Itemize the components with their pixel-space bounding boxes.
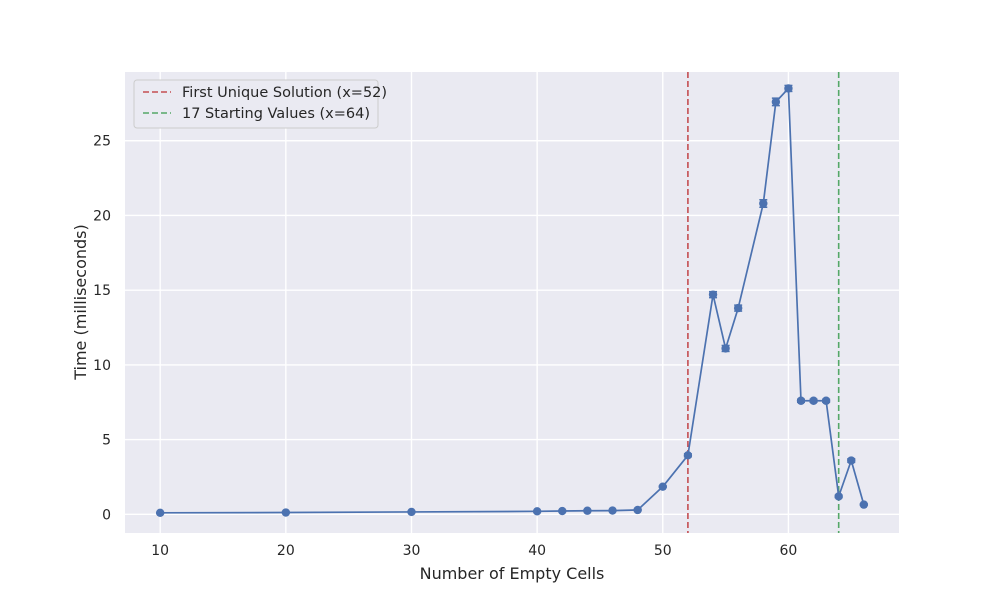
y-tick-label: 0	[102, 507, 111, 523]
data-point	[683, 451, 693, 460]
data-point	[847, 456, 856, 465]
data-point	[784, 84, 793, 93]
data-point	[759, 199, 768, 208]
y-tick-label: 20	[93, 208, 111, 224]
y-tick-label: 15	[93, 283, 111, 299]
data-point	[821, 396, 831, 405]
legend-box	[133, 79, 379, 129]
y-axis-label: Time (milliseconds)	[71, 224, 90, 381]
series-group	[155, 84, 869, 518]
x-tick-label: 20	[277, 543, 295, 559]
x-axis-label: Number of Empty Cells	[420, 564, 605, 583]
legend-label-first-unique: First Unique Solution (x=52)	[182, 85, 387, 101]
data-point	[721, 344, 730, 353]
data-point	[558, 506, 567, 516]
y-tick-label: 5	[102, 433, 111, 449]
x-tick-label: 50	[654, 543, 672, 559]
data-point	[809, 396, 818, 405]
grid	[125, 72, 899, 533]
data-point	[859, 500, 869, 509]
data-point	[155, 508, 165, 518]
data-point	[733, 303, 743, 313]
y-tick-label: 25	[93, 134, 111, 150]
x-tick-label: 30	[403, 543, 421, 559]
data-point	[771, 97, 781, 107]
data-point	[708, 290, 718, 299]
y-axis-ticks: 0 5 10 15 20 25	[93, 134, 111, 524]
data-point	[658, 482, 667, 491]
reference-lines	[687, 72, 840, 533]
data-point	[583, 506, 592, 515]
data-point	[796, 396, 806, 405]
data-point	[633, 505, 642, 515]
data-point	[608, 506, 617, 515]
y-tick-label: 10	[93, 358, 111, 374]
data-point	[532, 507, 542, 516]
x-tick-label: 40	[528, 543, 546, 559]
series-line	[160, 87, 865, 514]
data-point	[407, 507, 416, 517]
legend: First Unique Solution (x=52) 17 Starting…	[133, 79, 387, 129]
x-tick-label: 60	[780, 543, 798, 559]
data-point	[281, 508, 291, 517]
x-axis-ticks: 10 20 30 40 50 60	[151, 543, 797, 559]
data-point	[834, 492, 843, 501]
x-tick-label: 10	[151, 543, 169, 559]
legend-label-starting-values: 17 Starting Values (x=64)	[182, 106, 370, 122]
